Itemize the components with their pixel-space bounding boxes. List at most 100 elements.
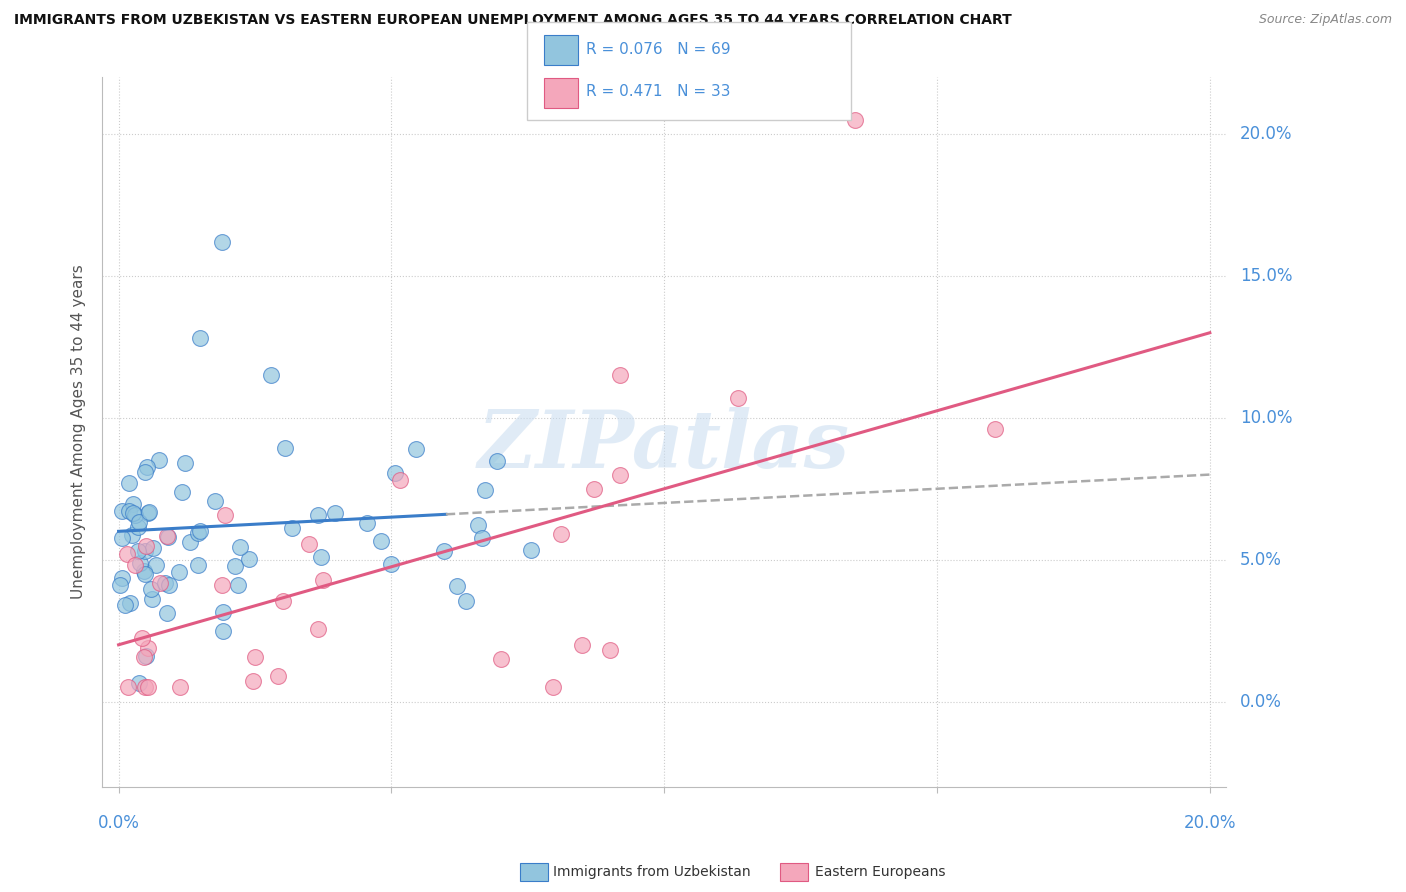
Text: 20.0%: 20.0% xyxy=(1184,814,1236,832)
Point xyxy=(211,235,233,249)
Point xyxy=(384,467,406,481)
Text: 5.0%: 5.0% xyxy=(1240,550,1282,569)
Point xyxy=(145,558,167,572)
Point xyxy=(135,649,157,664)
Point xyxy=(446,579,468,593)
Point xyxy=(139,582,162,597)
Point xyxy=(190,331,212,345)
Point xyxy=(356,516,378,531)
Point xyxy=(156,528,179,542)
Point xyxy=(211,578,233,592)
Point xyxy=(117,681,139,695)
Point xyxy=(136,507,159,521)
Point xyxy=(433,544,456,558)
Text: 15.0%: 15.0% xyxy=(1240,267,1292,285)
Point xyxy=(609,368,631,383)
Point xyxy=(727,391,749,405)
Point xyxy=(388,474,411,488)
Point xyxy=(132,650,155,665)
Text: Immigrants from Uzbekistan: Immigrants from Uzbekistan xyxy=(553,865,751,880)
Point xyxy=(136,641,159,656)
Point xyxy=(609,467,631,482)
Point xyxy=(135,539,157,553)
Point xyxy=(169,681,191,695)
Point xyxy=(204,494,226,508)
Point xyxy=(128,556,150,570)
Point xyxy=(121,527,143,541)
Point xyxy=(370,533,392,548)
Point xyxy=(173,456,195,470)
Point xyxy=(489,652,512,666)
Point xyxy=(127,520,149,534)
Point xyxy=(157,530,180,544)
Point xyxy=(541,681,564,695)
Point xyxy=(229,540,252,554)
Point xyxy=(212,624,235,638)
Point xyxy=(550,527,572,541)
Point xyxy=(243,650,266,665)
Point xyxy=(128,516,150,530)
Point xyxy=(571,638,593,652)
Point xyxy=(214,508,236,523)
Point xyxy=(172,485,194,500)
Point xyxy=(124,558,146,573)
Text: R = 0.076   N = 69: R = 0.076 N = 69 xyxy=(586,42,731,56)
Point xyxy=(238,551,260,566)
Point xyxy=(307,508,329,522)
Point xyxy=(583,482,606,496)
Point xyxy=(599,643,621,657)
Point xyxy=(271,594,294,608)
Point xyxy=(212,605,235,619)
Point xyxy=(135,460,157,475)
Point xyxy=(281,521,304,535)
Point xyxy=(242,673,264,688)
Point xyxy=(156,606,179,620)
Point xyxy=(118,596,141,610)
Point xyxy=(138,681,160,695)
Point xyxy=(134,566,156,581)
Point xyxy=(134,543,156,558)
Point xyxy=(121,506,143,520)
Point xyxy=(471,531,494,545)
Point xyxy=(984,422,1007,436)
Point xyxy=(226,577,249,591)
Point xyxy=(187,525,209,540)
Point xyxy=(115,547,138,561)
Text: Eastern Europeans: Eastern Europeans xyxy=(815,865,946,880)
Point xyxy=(274,441,297,455)
Point xyxy=(149,576,172,591)
Point xyxy=(157,577,180,591)
Point xyxy=(167,565,190,579)
Point xyxy=(454,594,477,608)
Point xyxy=(312,574,335,588)
Point xyxy=(188,524,211,538)
Point xyxy=(132,564,155,578)
Point xyxy=(380,558,402,572)
Point xyxy=(138,505,160,519)
Point xyxy=(148,453,170,467)
Point xyxy=(134,465,156,479)
Point xyxy=(110,577,132,591)
Point xyxy=(298,537,321,551)
Point xyxy=(224,558,246,573)
Point xyxy=(155,576,177,591)
Point xyxy=(142,541,165,555)
Point xyxy=(141,591,163,606)
Point xyxy=(405,442,427,456)
Point xyxy=(307,622,329,636)
Point xyxy=(485,453,508,467)
Point xyxy=(118,475,141,490)
Text: Source: ZipAtlas.com: Source: ZipAtlas.com xyxy=(1258,13,1392,27)
Point xyxy=(127,544,149,558)
Point xyxy=(187,558,209,573)
Point xyxy=(111,571,134,585)
Point xyxy=(122,497,145,511)
Point xyxy=(260,368,283,383)
Point xyxy=(467,518,489,533)
Point xyxy=(110,531,132,545)
Point xyxy=(128,676,150,690)
Point xyxy=(111,503,134,517)
Point xyxy=(325,507,347,521)
Point xyxy=(114,598,136,612)
Text: R = 0.471   N = 33: R = 0.471 N = 33 xyxy=(586,85,731,99)
